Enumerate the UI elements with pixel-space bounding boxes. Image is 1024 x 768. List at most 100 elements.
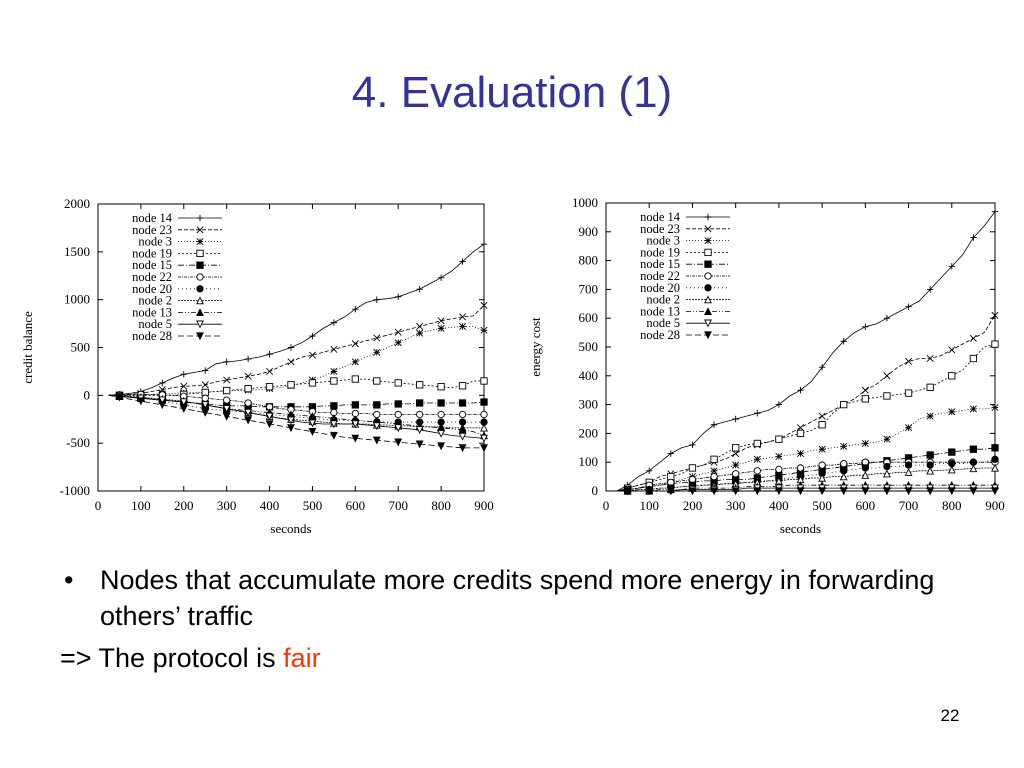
conclusion-prefix: => The protocol is xyxy=(60,643,284,673)
data-point xyxy=(223,406,231,415)
series-node-19 xyxy=(108,375,488,399)
data-point xyxy=(731,485,740,494)
data-point xyxy=(437,324,445,332)
legend-label: node 19 xyxy=(640,245,680,259)
data-point xyxy=(991,455,999,463)
data-point xyxy=(265,420,274,429)
data-point xyxy=(904,389,913,397)
data-point xyxy=(774,482,783,491)
series-line xyxy=(616,211,996,492)
data-point xyxy=(775,452,783,460)
y-tick-label: 800 xyxy=(579,253,599,268)
series-node-5 xyxy=(616,484,999,496)
y-tick-label: 600 xyxy=(579,310,599,325)
data-point xyxy=(796,450,805,458)
series-node-2 xyxy=(108,391,488,432)
series-line xyxy=(108,394,485,436)
data-point xyxy=(459,258,466,265)
data-point xyxy=(861,464,869,472)
data-point xyxy=(754,410,761,417)
bullet-list: • Nodes that accumulate more credits spe… xyxy=(60,562,980,676)
data-point xyxy=(480,423,488,432)
series-node-20 xyxy=(108,392,488,426)
data-point xyxy=(731,483,740,492)
data-point xyxy=(840,338,847,345)
data-point xyxy=(732,475,740,484)
data-point xyxy=(969,458,978,466)
series-node-3 xyxy=(108,322,488,399)
data-point xyxy=(115,393,124,402)
y-tick-label: 100 xyxy=(579,454,599,469)
legend-label: node 13 xyxy=(640,304,680,318)
data-point xyxy=(667,478,675,486)
data-point xyxy=(774,484,783,493)
data-point xyxy=(883,372,891,380)
data-point xyxy=(201,388,209,397)
data-point xyxy=(904,481,913,489)
data-point xyxy=(732,478,740,487)
data-point xyxy=(904,468,913,476)
data-point xyxy=(839,487,848,496)
data-point xyxy=(179,396,188,405)
data-point xyxy=(926,487,935,496)
data-point xyxy=(136,393,145,401)
legend-label: node 19 xyxy=(132,246,172,260)
data-point xyxy=(373,401,381,409)
chart-energy-group: 0 100 200 300 400 500 600 700 800 900 0 100 200 300 40… xyxy=(528,195,1005,536)
data-point xyxy=(688,475,697,484)
data-point xyxy=(351,419,360,428)
data-point xyxy=(244,416,253,425)
data-point xyxy=(818,412,826,420)
data-point xyxy=(416,322,424,330)
data-point xyxy=(710,455,718,463)
bullet-text: Nodes that accumulate more credits spend… xyxy=(100,565,935,631)
data-point xyxy=(710,480,718,488)
x-tick-label: 200 xyxy=(683,498,703,513)
data-point xyxy=(201,400,210,409)
data-point xyxy=(818,465,826,474)
data-point xyxy=(179,397,188,406)
data-point xyxy=(732,461,740,469)
data-point xyxy=(244,384,252,393)
data-point xyxy=(883,469,891,478)
data-point xyxy=(623,486,632,495)
data-point xyxy=(775,475,783,484)
data-point xyxy=(223,387,231,395)
series-node-20 xyxy=(616,455,999,495)
data-point xyxy=(179,405,188,413)
x-tick-label: 700 xyxy=(899,498,919,513)
data-point xyxy=(458,432,467,441)
data-point xyxy=(201,408,210,417)
data-point xyxy=(753,455,761,463)
data-point xyxy=(351,375,359,383)
data-point xyxy=(351,358,359,366)
data-point xyxy=(991,463,999,472)
data-point xyxy=(415,421,424,430)
legend-label: node 22 xyxy=(640,269,680,283)
series-line xyxy=(108,394,484,423)
x-tick-label: 900 xyxy=(985,498,1005,513)
data-point xyxy=(416,329,424,337)
data-point xyxy=(732,415,739,423)
data-point xyxy=(840,400,848,409)
data-point xyxy=(970,234,977,241)
series-node-19 xyxy=(616,340,999,492)
legend-marker xyxy=(704,272,712,280)
data-point xyxy=(645,478,653,486)
data-point xyxy=(437,423,446,432)
data-point xyxy=(839,481,848,489)
data-point xyxy=(710,458,718,466)
data-point xyxy=(415,422,424,431)
legend-label: node 3 xyxy=(646,234,680,248)
data-point xyxy=(645,487,654,496)
data-point xyxy=(969,334,977,342)
data-point xyxy=(969,484,978,493)
data-point xyxy=(458,382,467,390)
data-point xyxy=(840,401,848,409)
x-tick-label: 600 xyxy=(856,498,876,513)
data-point xyxy=(623,486,632,495)
data-point xyxy=(201,388,209,396)
data-point xyxy=(416,410,424,419)
data-point xyxy=(416,399,424,407)
data-point xyxy=(666,487,675,496)
